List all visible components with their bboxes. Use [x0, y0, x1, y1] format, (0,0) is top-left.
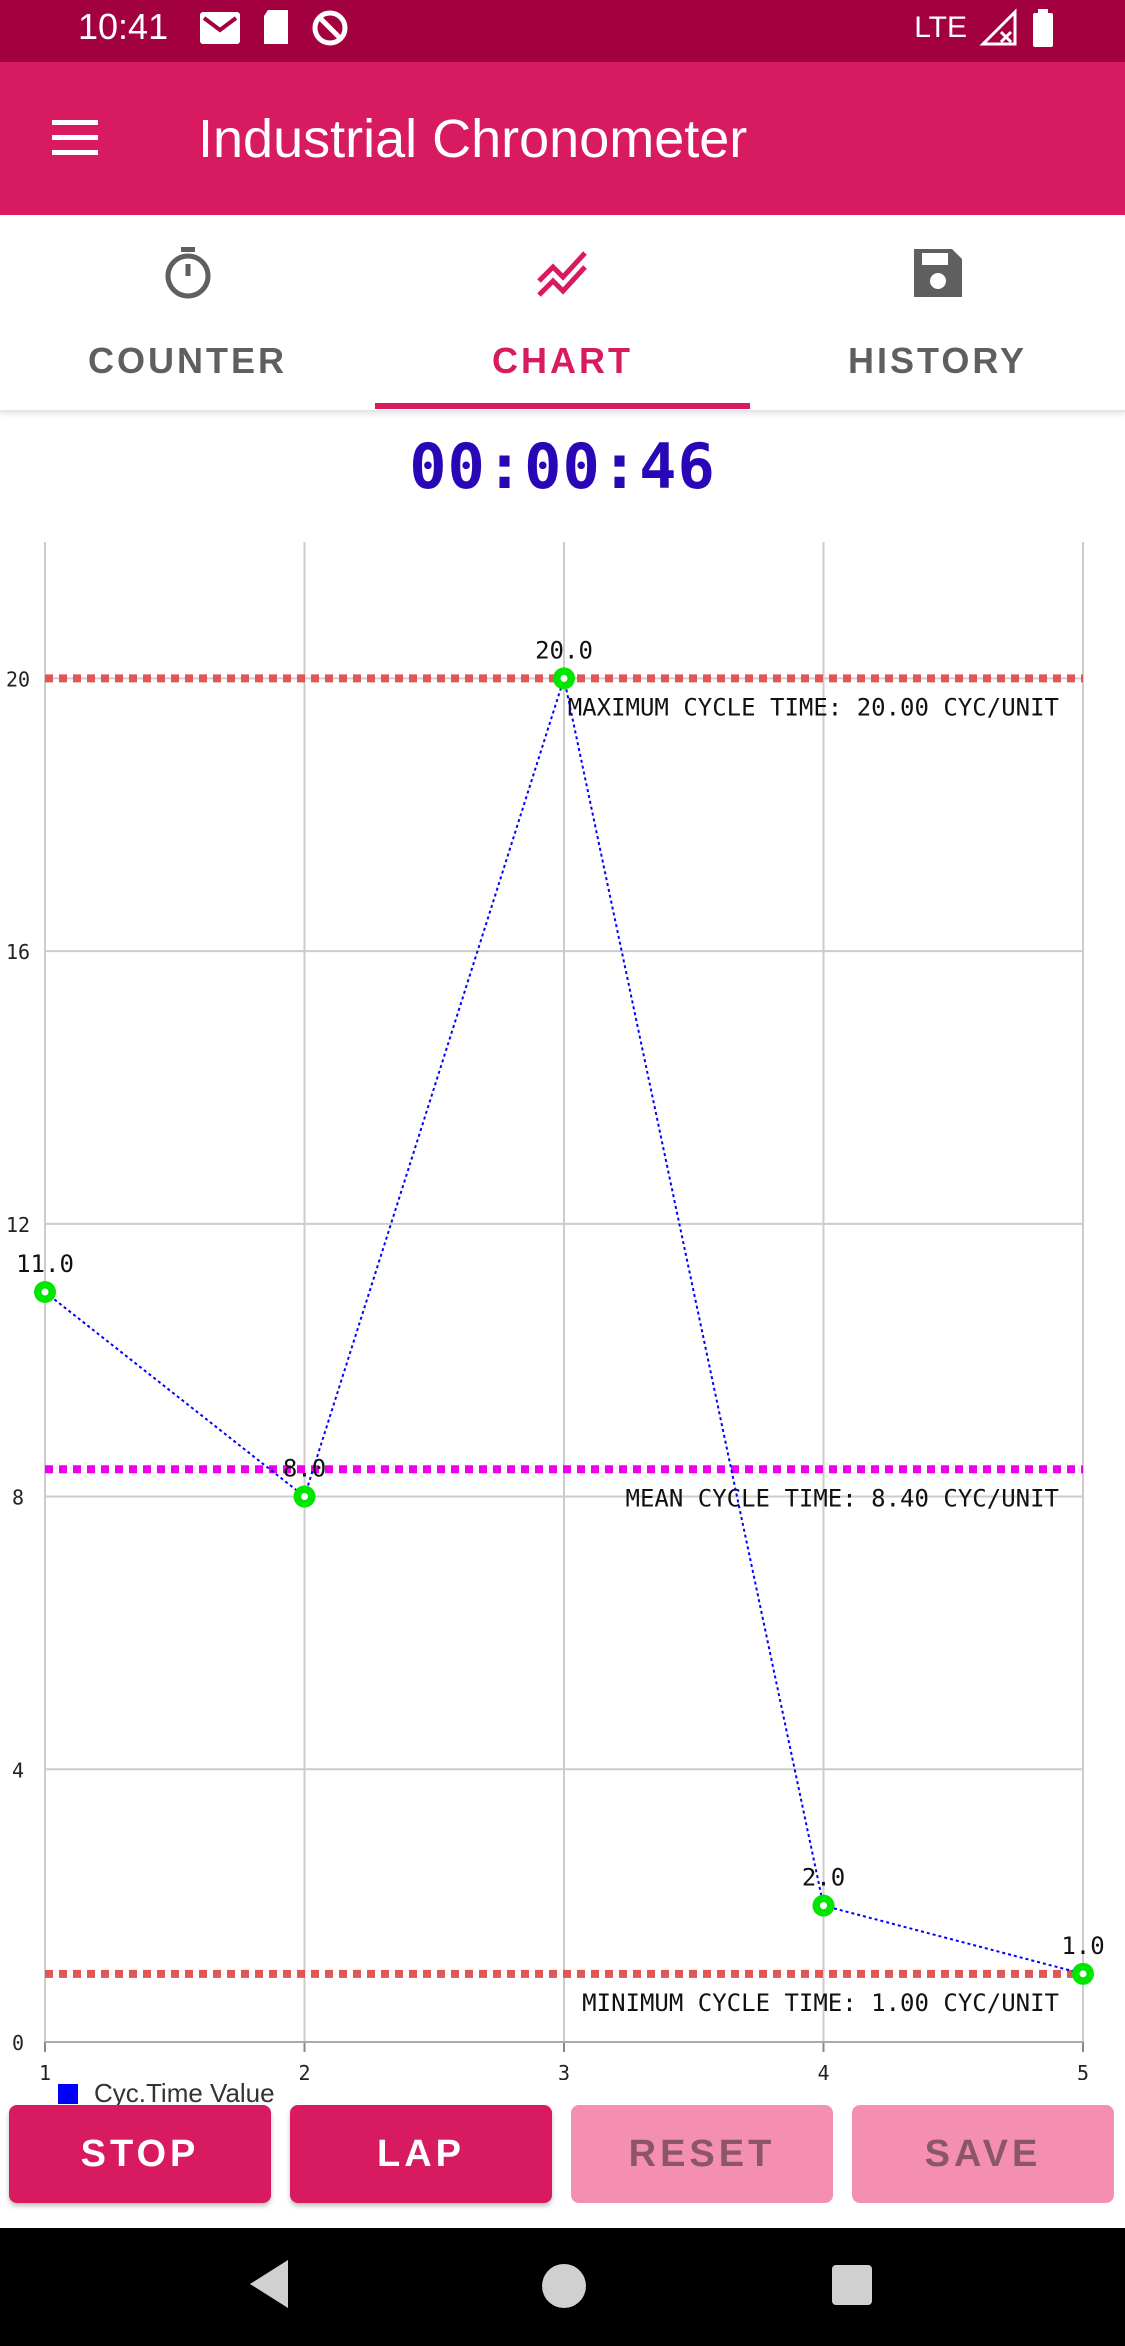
- data-point-center: [560, 674, 568, 682]
- legend-label: Cyc.Time Value: [94, 2078, 275, 2108]
- home-icon[interactable]: [542, 2264, 586, 2308]
- y-tick-label: 12: [6, 1213, 30, 1237]
- data-point-center: [301, 1493, 308, 1501]
- status-bar: 10:41 LTE: [0, 0, 1125, 62]
- y-tick-label: 4: [12, 1758, 24, 1782]
- sd-card-icon: [264, 10, 288, 44]
- notification-icons: [198, 8, 350, 48]
- lap-button[interactable]: LAP: [290, 2105, 552, 2203]
- data-label: 20.0: [535, 636, 593, 664]
- elapsed-timer: 00:00:46: [409, 430, 716, 503]
- save-button[interactable]: SAVE: [852, 2105, 1114, 2203]
- status-time: 10:41: [78, 6, 169, 47]
- reference-line-label: MAXIMUM CYCLE TIME: 20.00 CYC/UNIT: [568, 693, 1059, 721]
- signal-icon: [979, 8, 1017, 46]
- x-tick-label: 3: [558, 2061, 570, 2080]
- x-tick-label: 4: [817, 2061, 829, 2080]
- menu-icon[interactable]: [44, 106, 108, 170]
- stop-button[interactable]: STOP: [9, 2105, 271, 2203]
- app-title: Industrial Chronometer: [198, 109, 748, 169]
- data-saver-icon: [312, 10, 348, 46]
- tab-chart-label: CHART: [492, 340, 633, 381]
- data-label: 1.0: [1061, 1932, 1104, 1960]
- chart-legend: Cyc.Time Value: [58, 2078, 275, 2109]
- legend-swatch: [58, 2083, 78, 2104]
- app-bar: Industrial Chronometer: [0, 62, 1125, 215]
- active-tab-indicator: [375, 403, 750, 409]
- tab-counter[interactable]: COUNTER: [0, 215, 375, 410]
- reset-button[interactable]: RESET: [571, 2105, 833, 2203]
- system-nav-bar: [0, 2228, 1125, 2346]
- data-label: 2.0: [802, 1864, 845, 1892]
- y-tick-label: 8: [12, 1486, 24, 1510]
- y-tick-label: 16: [6, 940, 30, 964]
- x-tick-label: 1: [39, 2061, 51, 2080]
- stopwatch-icon: [165, 247, 211, 299]
- reference-line-label: MINIMUM CYCLE TIME: 1.00 CYC/UNIT: [582, 1989, 1059, 2017]
- data-point-center: [1079, 1970, 1087, 1978]
- data-label: 11.0: [16, 1250, 74, 1278]
- x-tick-label: 5: [1077, 2061, 1089, 2080]
- y-tick-label: 0: [12, 2031, 24, 2055]
- data-label: 8.0: [283, 1455, 326, 1483]
- tab-history-label: HISTORY: [847, 340, 1028, 381]
- gmail-icon: [200, 12, 240, 44]
- system-icons: LTE: [914, 8, 1055, 48]
- data-point-center: [41, 1288, 49, 1296]
- x-tick-label: 2: [298, 2061, 310, 2080]
- y-tick-label: 20: [6, 667, 30, 691]
- data-point-center: [820, 1902, 827, 1910]
- trend-chart-icon: [537, 251, 587, 297]
- reference-line-label: MEAN CYCLE TIME: 8.40 CYC/UNIT: [626, 1484, 1059, 1512]
- tab-counter-label: COUNTER: [88, 340, 287, 381]
- tab-bar: COUNTER CHART HISTORY: [0, 215, 1125, 412]
- tab-history[interactable]: HISTORY: [750, 215, 1125, 410]
- save-icon: [914, 249, 962, 297]
- battery-icon: [1033, 9, 1053, 47]
- recent-apps-icon[interactable]: [832, 2265, 872, 2305]
- back-icon[interactable]: [246, 2258, 292, 2310]
- network-type: LTE: [914, 11, 967, 44]
- tab-chart[interactable]: CHART: [375, 215, 750, 410]
